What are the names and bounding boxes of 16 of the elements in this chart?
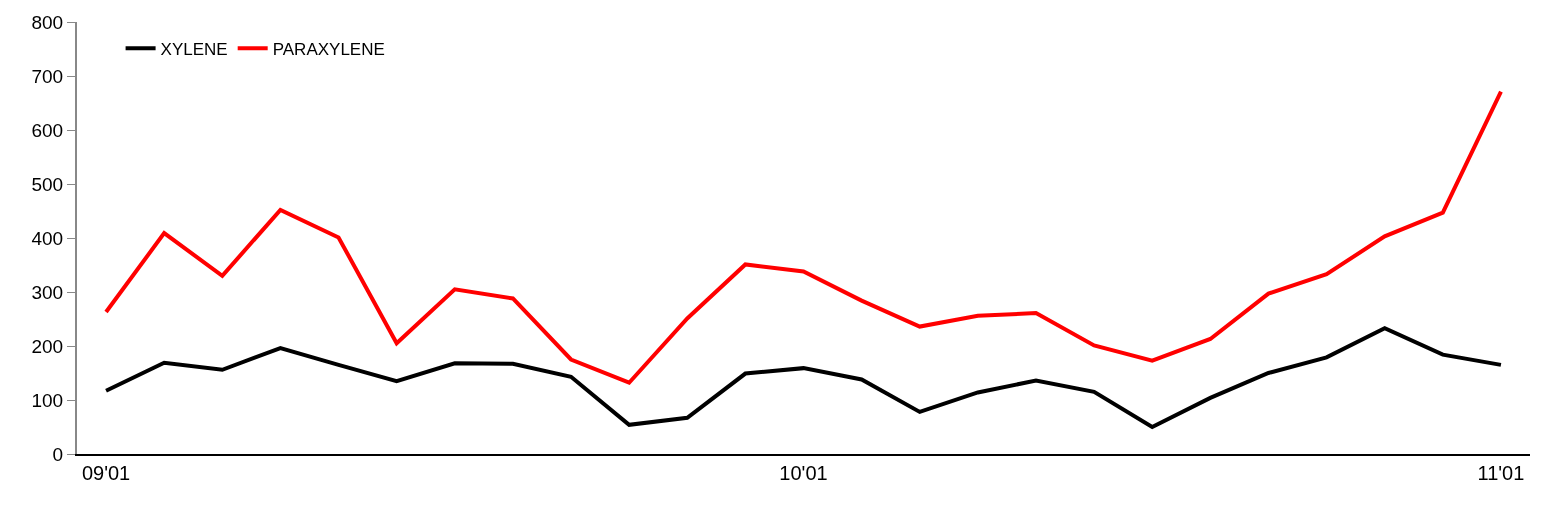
legend-label: XYLENE [160, 39, 228, 59]
line-series [104, 89, 1503, 385]
y-tick-label: 0 [52, 443, 64, 465]
x-tick-label: 10'01 [779, 462, 828, 484]
line-series [104, 326, 1503, 429]
y-tick-label: 600 [31, 119, 64, 141]
y-tick-label: 500 [31, 173, 64, 195]
x-tick-label: 09'01 [81, 462, 131, 484]
y-tick-label: 700 [31, 65, 64, 87]
x-tick-label: 11'01 [1477, 462, 1525, 484]
y-tick-label: 800 [31, 11, 64, 33]
y-tick-label: 300 [31, 281, 64, 303]
legend-label: PARAXYLENE [272, 39, 385, 59]
y-tick-label: 200 [31, 335, 64, 357]
y-tick-label: 400 [31, 227, 64, 249]
y-tick-label: 100 [31, 389, 64, 411]
